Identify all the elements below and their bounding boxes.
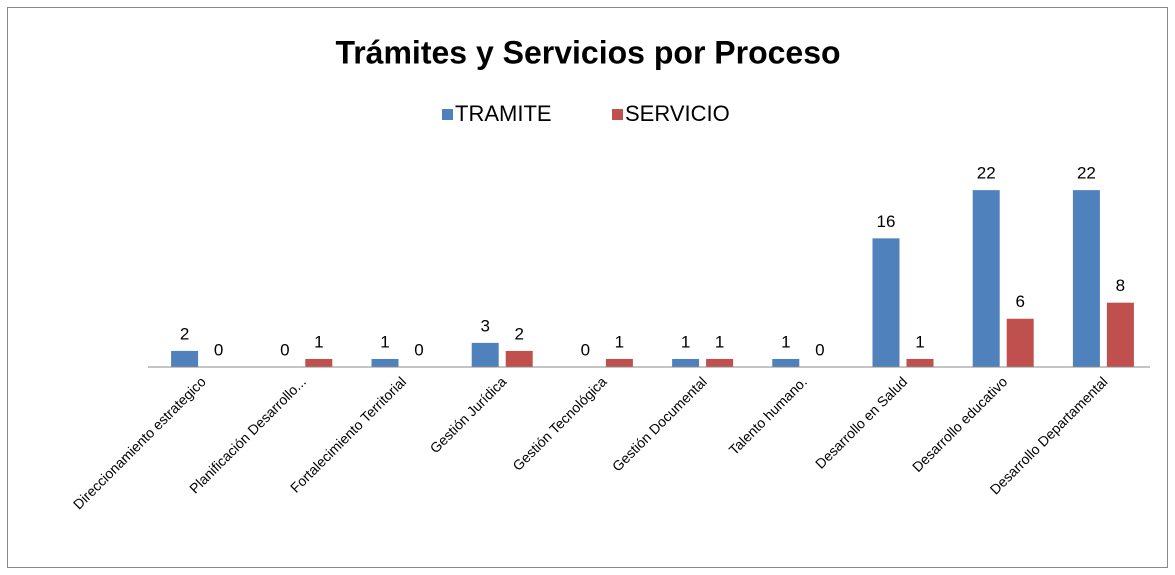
- bar: [706, 358, 734, 367]
- value-label: 3: [480, 316, 489, 335]
- value-label: 6: [1015, 292, 1024, 311]
- value-label: 22: [1077, 164, 1096, 183]
- value-label: 1: [915, 332, 924, 351]
- value-label: 1: [615, 332, 624, 351]
- bar: [1106, 302, 1134, 367]
- value-label: 1: [681, 332, 690, 351]
- bar: [1006, 318, 1034, 367]
- value-label: 2: [514, 324, 523, 343]
- value-label: 0: [414, 340, 423, 359]
- bar: [171, 350, 199, 367]
- legend-label: TRAMITE: [455, 101, 552, 126]
- value-label: 0: [815, 340, 824, 359]
- value-label: 1: [380, 332, 389, 351]
- value-label: 1: [781, 332, 790, 351]
- value-label: 8: [1116, 276, 1125, 295]
- bar: [505, 350, 533, 367]
- bar: [605, 358, 633, 367]
- bar: [672, 358, 700, 367]
- bar: [972, 190, 1000, 367]
- legend-swatch: [442, 109, 453, 120]
- bar: [872, 238, 900, 367]
- bar: [471, 342, 499, 367]
- value-label: 22: [977, 164, 996, 183]
- bar: [371, 358, 399, 367]
- bar: [1072, 190, 1100, 367]
- value-label: 1: [715, 332, 724, 351]
- bar: [906, 358, 934, 367]
- value-label: 2: [180, 324, 189, 343]
- value-label: 0: [214, 340, 223, 359]
- legend-swatch: [612, 109, 623, 120]
- bar: [305, 358, 333, 367]
- value-label: 0: [280, 340, 289, 359]
- bar: [772, 358, 800, 367]
- legend-label: SERVICIO: [625, 101, 730, 126]
- value-label: 0: [581, 340, 590, 359]
- value-label: 1: [314, 332, 323, 351]
- chart-title: Trámites y Servicios por Proceso: [335, 34, 840, 70]
- value-label: 16: [877, 212, 896, 231]
